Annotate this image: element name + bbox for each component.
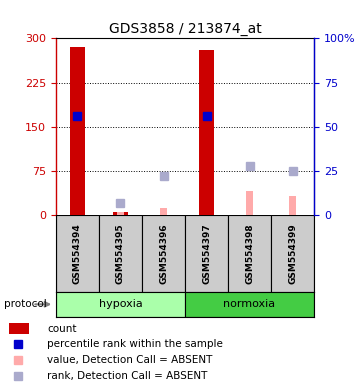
Text: GSM554395: GSM554395 [116,223,125,284]
Text: GSM554396: GSM554396 [159,223,168,284]
Bar [113,212,128,215]
Bar [117,212,124,215]
Text: count: count [47,324,77,334]
Bar [246,192,253,215]
Text: rank, Detection Call = ABSENT: rank, Detection Call = ABSENT [47,371,207,381]
Text: GSM554397: GSM554397 [202,223,211,284]
Bar [185,292,314,317]
Bar [186,215,227,292]
Text: GSM554398: GSM554398 [245,223,254,284]
Bar [271,215,314,292]
Title: GDS3858 / 213874_at: GDS3858 / 213874_at [109,22,261,36]
Bar [143,215,184,292]
Bar [289,196,296,215]
Text: GSM554394: GSM554394 [73,223,82,284]
Bar [56,292,185,317]
Bar [56,215,99,292]
Text: value, Detection Call = ABSENT: value, Detection Call = ABSENT [47,355,212,365]
Text: hypoxia: hypoxia [99,299,142,310]
Text: protocol: protocol [4,299,46,310]
Text: normoxia: normoxia [223,299,275,310]
Text: GSM554399: GSM554399 [288,223,297,284]
Bar [229,215,271,292]
Bar [99,215,142,292]
Bar [9,323,29,334]
Text: percentile rank within the sample: percentile rank within the sample [47,339,223,349]
Bar [160,208,167,215]
Bar [70,47,85,215]
Bar [199,50,214,215]
